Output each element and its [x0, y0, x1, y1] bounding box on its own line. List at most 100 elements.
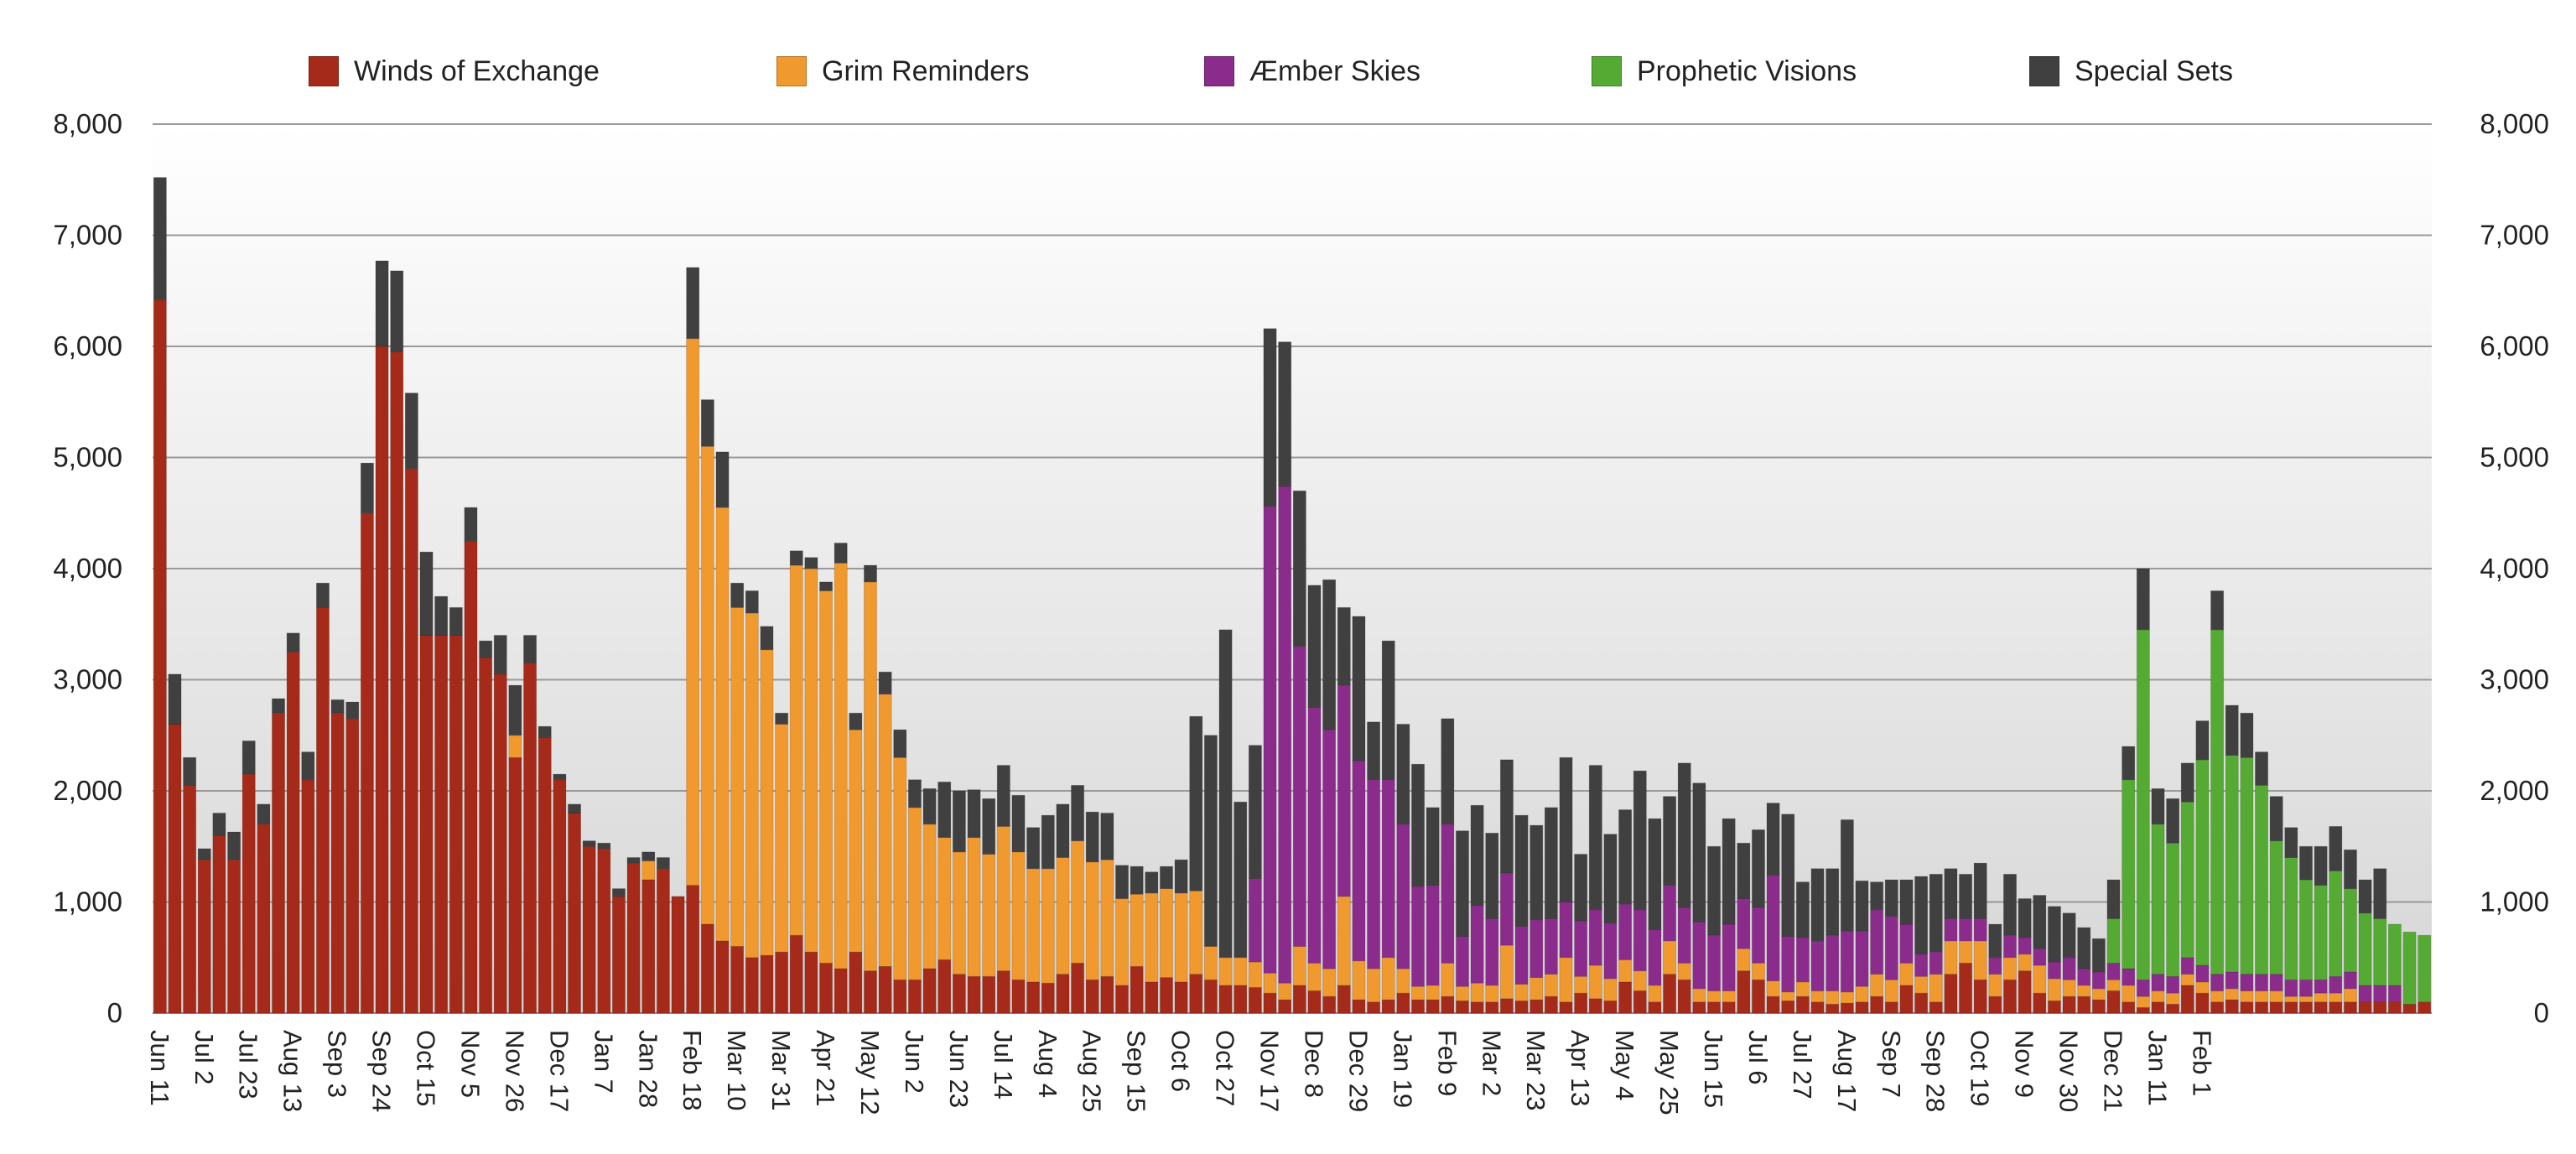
bar-segment--mber-skies [1929, 951, 1943, 975]
bar-segment-special-sets [1115, 865, 1130, 899]
bar-segment-winds-of-exchange [1218, 985, 1233, 1014]
bar-segment-special-sets [760, 626, 774, 651]
bar-segment-winds-of-exchange [1041, 982, 1055, 1014]
x-tick-label: Nov 17 [1255, 1030, 1285, 1112]
bar-segment-special-sets [1603, 834, 1618, 924]
bar-segment-prophetic-visions [2180, 801, 2194, 959]
x-tick-label: Sep 28 [1921, 1030, 1950, 1112]
bar-segment-winds-of-exchange [2402, 1004, 2417, 1014]
bar-segment-winds-of-exchange [2033, 992, 2047, 1014]
x-tick-label: Dec 21 [2099, 1030, 2128, 1112]
bar-segment-winds-of-exchange [2240, 1001, 2254, 1014]
bar-segment-prophetic-visions [2387, 923, 2402, 986]
bar-segment--mber-skies [2269, 974, 2283, 991]
bar-segment-winds-of-exchange [1189, 974, 1203, 1014]
bar-segment--mber-skies [1737, 898, 1751, 949]
bar-segment-special-sets [1396, 724, 1410, 825]
bar-segment--mber-skies [2255, 974, 2269, 991]
bar-segment-grim-reminders [1056, 857, 1070, 975]
bar-segment-winds-of-exchange [626, 862, 641, 1014]
bar-segment-winds-of-exchange [700, 923, 714, 1014]
bar-segment-grim-reminders [686, 338, 700, 886]
bar-segment-winds-of-exchange [804, 951, 818, 1014]
bar-segment-special-sets [1411, 763, 1426, 887]
y-tick-label-left: 7,000 [53, 220, 122, 251]
bar-segment-winds-of-exchange [523, 663, 538, 1014]
x-tick-label: Oct 19 [1966, 1030, 1995, 1106]
bar-segment--mber-skies [1352, 760, 1366, 962]
bar-segment-winds-of-exchange [1588, 998, 1602, 1014]
bar-segment-grim-reminders [907, 807, 922, 980]
bar-segment-grim-reminders [1618, 959, 1633, 983]
bar-segment-winds-of-exchange [315, 606, 330, 1014]
bar-segment-grim-reminders [715, 507, 730, 942]
bar-segment-special-sets [2077, 927, 2091, 969]
bar-segment-winds-of-exchange [641, 879, 656, 1014]
bar-segment-winds-of-exchange [1944, 974, 1958, 1014]
bar-segment-grim-reminders [1115, 898, 1130, 986]
bar-segment-special-sets [849, 712, 863, 730]
bar-segment-grim-reminders [1663, 940, 1677, 975]
bar-segment--mber-skies [1840, 930, 1854, 993]
bar-segment-winds-of-exchange [1959, 962, 1973, 1014]
bar-segment-special-sets [804, 557, 818, 569]
bar-segment--mber-skies [2284, 979, 2298, 997]
bar-segment-winds-of-exchange [153, 299, 167, 1014]
bar-segment-special-sets [2298, 845, 2313, 881]
bar-segment-special-sets [1159, 866, 1173, 889]
bar-segment--mber-skies [2136, 979, 2150, 997]
bar-segment--mber-skies [2358, 985, 2372, 1003]
bar-segment-winds-of-exchange [2077, 995, 2091, 1014]
bar-segment-special-sets [1884, 879, 1898, 917]
bar-segment-special-sets [2166, 798, 2180, 844]
bar-segment-special-sets [330, 699, 345, 714]
bar-segment-special-sets [745, 590, 759, 614]
bar-segment-special-sets [2136, 568, 2150, 631]
bar-segment-winds-of-exchange [434, 635, 449, 1014]
x-tick-label: Mar 2 [1477, 1030, 1506, 1096]
bar-segment-winds-of-exchange [390, 351, 404, 1014]
y-tick-label-left: 6,000 [53, 330, 122, 361]
bar-segment-winds-of-exchange [301, 779, 315, 1014]
bar-segment-special-sets [2329, 826, 2343, 871]
bar-segment--mber-skies [2240, 974, 2254, 991]
bar-segment--mber-skies [1663, 885, 1677, 942]
x-tick-label: Dec 8 [1300, 1030, 1329, 1098]
bar-segment-winds-of-exchange [212, 834, 226, 1014]
bar-segment-special-sets [404, 392, 418, 470]
bar-segment-winds-of-exchange [922, 968, 937, 1014]
bar-segment-winds-of-exchange [1648, 1001, 1662, 1014]
bar-segment-winds-of-exchange [1633, 990, 1647, 1014]
bar-segment-special-sets [1426, 807, 1440, 886]
bar-segment-special-sets [2091, 938, 2106, 973]
x-tick-label: Jul 2 [190, 1030, 219, 1084]
bar-segment-special-sets [1899, 879, 1914, 925]
x-tick-label: Sep 15 [1122, 1030, 1151, 1112]
bar-segment--mber-skies [1707, 934, 1722, 991]
bar-segment-grim-reminders [996, 826, 1010, 972]
bar-segment--mber-skies [1278, 486, 1292, 984]
bar-segment-prophetic-visions [2151, 824, 2165, 975]
bar-segment-winds-of-exchange [1914, 992, 1929, 1014]
bar-segment-winds-of-exchange [449, 635, 463, 1014]
bar-segment-grim-reminders [1041, 868, 1055, 984]
bar-segment-special-sets [419, 551, 434, 636]
bar-segment-grim-reminders [2166, 992, 2180, 1005]
bar-segment-special-sets [1233, 801, 1248, 959]
bar-segment-grim-reminders [982, 854, 996, 977]
bar-segment-special-sets [493, 635, 507, 675]
x-tick-label: Mar 23 [1521, 1030, 1550, 1110]
bar-segment--mber-skies [2329, 975, 2343, 994]
bar-segment--mber-skies [1973, 917, 1987, 942]
bar-segment-special-sets [523, 635, 538, 664]
bar-segment-special-sets [1959, 873, 1973, 919]
bar-segment-grim-reminders [2225, 988, 2239, 1001]
bar-segment-special-sets [1292, 490, 1306, 647]
bar-segment-winds-of-exchange [597, 848, 611, 1014]
bar-segment-grim-reminders [2077, 985, 2091, 997]
bar-segment-special-sets [2002, 873, 2017, 936]
x-tick-label: May 4 [1610, 1030, 1639, 1100]
bar-segment-special-sets [375, 260, 389, 347]
bar-segment--mber-skies [1899, 923, 1914, 964]
bar-segment-special-sets [2047, 906, 2061, 963]
